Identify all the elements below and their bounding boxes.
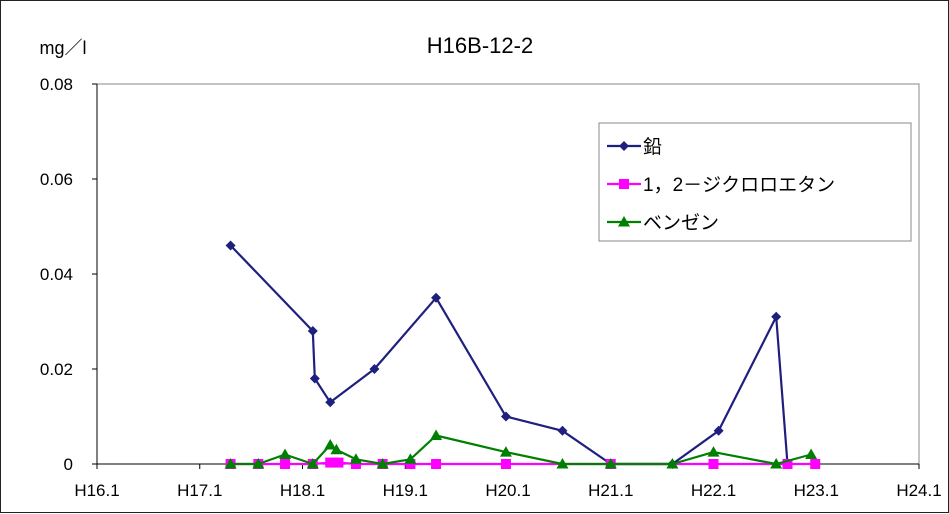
x-tick-label: H18.1 (280, 481, 325, 500)
legend-label-benzene: ベンゼン (643, 212, 719, 234)
legend-label-lead: 鉛 (643, 136, 662, 158)
y-tick-label: 0 (64, 455, 73, 474)
x-tick-label: H16.1 (74, 481, 119, 500)
data-point-dichloroethane (431, 459, 442, 469)
data-point-benzene (252, 458, 265, 469)
x-tick-label: H17.1 (177, 481, 222, 500)
data-point-benzene (499, 446, 512, 457)
axes: 0 0.02 0.04 0.06 0.08 H16.1 H17.1 H18.1 H19.1 H20… (40, 75, 942, 500)
data-point-dichloroethane (350, 459, 361, 469)
data-point-benzene (430, 429, 443, 440)
x-tick-label: H24.1 (896, 481, 941, 500)
data-point-benzene (306, 458, 319, 469)
data-point-lead (225, 240, 236, 251)
data-point-benzene (224, 458, 237, 469)
data-point-dichloroethane (325, 457, 336, 468)
series-benzene (224, 429, 818, 469)
data-point-dichloroethane (405, 459, 416, 469)
data-point-benzene (556, 458, 569, 469)
y-tick-label: 0.04 (40, 265, 73, 284)
data-point-benzene (666, 458, 679, 469)
data-point-benzene (376, 458, 389, 469)
y-tick-label: 0.02 (40, 360, 73, 379)
data-point-benzene (770, 458, 783, 469)
data-point-lead (713, 425, 724, 436)
data-point-benzene (330, 443, 343, 455)
x-tick-label: H22.1 (691, 481, 736, 500)
data-point-benzene (805, 448, 818, 459)
data-point-dichloroethane (782, 459, 793, 469)
y-tick-label: 0.06 (40, 170, 73, 189)
data-point-lead (500, 411, 511, 422)
legend-marker-dichloroethane (619, 179, 629, 189)
data-point-lead (557, 425, 568, 436)
x-tick-label: H19.1 (383, 481, 428, 500)
data-point-lead (431, 292, 442, 303)
data-point-benzene (349, 453, 362, 464)
data-point-benzene (707, 446, 720, 457)
y-unit-label: mg／l (39, 38, 86, 58)
data-point-dichloroethane (708, 459, 719, 469)
legend-box (598, 122, 912, 242)
chart-title: H16B-12-2 (427, 33, 533, 58)
legend-marker-lead (619, 141, 629, 151)
series-lead (225, 240, 793, 469)
data-point-benzene (279, 448, 292, 459)
data-point-lead (771, 311, 782, 322)
legend-label-dichloroethane: 1，2－ジクロロエタン (643, 174, 835, 196)
x-tick-label: H20.1 (485, 481, 530, 500)
data-point-lead (369, 364, 380, 374)
series-layer (224, 240, 821, 469)
data-point-dichloroethane (280, 459, 291, 469)
x-tick-label: H21.1 (588, 481, 633, 500)
x-tick-label: H23.1 (794, 481, 839, 500)
data-point-benzene (604, 458, 617, 469)
legend-marker-benzene (618, 216, 630, 227)
data-point-dichloroethane (810, 459, 821, 469)
data-point-dichloroethane (500, 459, 511, 469)
data-point-lead (309, 373, 320, 384)
y-tick-label: 0.08 (40, 75, 73, 94)
data-point-benzene (324, 439, 337, 450)
data-point-lead (307, 326, 318, 336)
data-point-benzene (404, 453, 417, 464)
data-point-dichloroethane (333, 457, 344, 468)
data-point-lead (325, 397, 336, 408)
